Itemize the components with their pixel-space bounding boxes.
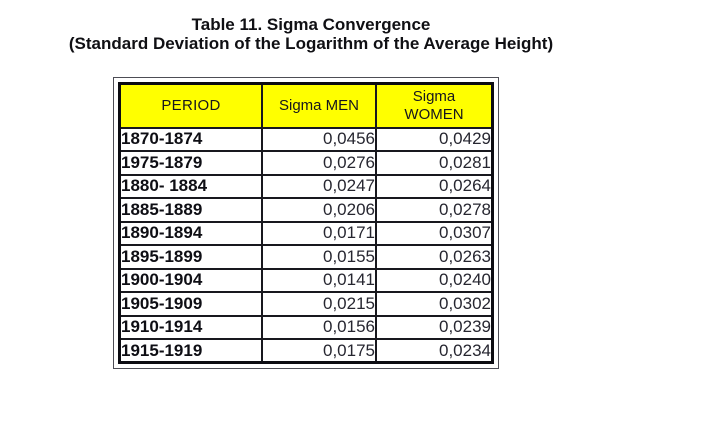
table-row: 1905-1909 0,0215 0,0302 bbox=[118, 291, 494, 317]
table-row: 1895-1899 0,0155 0,0263 bbox=[118, 244, 494, 270]
sigma-women-cell: 0,0278 bbox=[375, 197, 494, 223]
sigma-men-cell: 0,0215 bbox=[261, 291, 377, 317]
table-row: 1890-1894 0,0171 0,0307 bbox=[118, 220, 494, 246]
sigma-men-cell: 0,0206 bbox=[261, 197, 377, 223]
period-cell: 1975-1879 bbox=[118, 150, 263, 176]
period-cell: 1880- 1884 bbox=[118, 173, 263, 199]
table-row: 1915-1919 0,0175 0,0234 bbox=[118, 338, 494, 364]
sigma-women-cell: 0,0307 bbox=[375, 220, 494, 246]
sigma-women-cell: 0,0429 bbox=[375, 126, 494, 152]
table-title-line2: (Standard Deviation of the Logarithm of … bbox=[68, 34, 554, 53]
period-cell: 1895-1899 bbox=[118, 244, 263, 270]
period-cell: 1900-1904 bbox=[118, 267, 263, 293]
table-title-line1: Table 11. Sigma Convergence bbox=[191, 15, 431, 34]
sigma-men-cell: 0,0175 bbox=[261, 338, 377, 364]
column-header-sigma-women: Sigma WOMEN bbox=[375, 82, 494, 129]
sigma-men-cell: 0,0171 bbox=[261, 220, 377, 246]
sigma-men-cell: 0,0456 bbox=[261, 126, 377, 152]
period-cell: 1870-1874 bbox=[118, 126, 263, 152]
sigma-women-cell: 0,0264 bbox=[375, 173, 494, 199]
column-header-sigma-women-label: Sigma WOMEN bbox=[404, 87, 464, 123]
table-row: 1870-1874 0,0456 0,0429 bbox=[118, 126, 494, 152]
table-row: 1975-1879 0,0276 0,0281 bbox=[118, 150, 494, 176]
period-cell: 1905-1909 bbox=[118, 291, 263, 317]
sigma-women-cell: 0,0281 bbox=[375, 150, 494, 176]
sigma-men-cell: 0,0141 bbox=[261, 267, 377, 293]
sigma-men-cell: 0,0156 bbox=[261, 314, 377, 340]
period-cell: 1890-1894 bbox=[118, 220, 263, 246]
table-header-row: PERIOD Sigma MEN Sigma WOMEN bbox=[118, 82, 494, 129]
period-cell: 1885-1889 bbox=[118, 197, 263, 223]
sigma-women-cell: 0,0302 bbox=[375, 291, 494, 317]
sigma-men-cell: 0,0276 bbox=[261, 150, 377, 176]
sigma-women-cell: 0,0234 bbox=[375, 338, 494, 364]
column-header-sigma-men: Sigma MEN bbox=[261, 82, 377, 129]
period-cell: 1910-1914 bbox=[118, 314, 263, 340]
sigma-women-cell: 0,0240 bbox=[375, 267, 494, 293]
table-row: 1880- 1884 0,0247 0,0264 bbox=[118, 173, 494, 199]
table-row: 1885-1889 0,0206 0,0278 bbox=[118, 197, 494, 223]
table-row: 1910-1914 0,0156 0,0239 bbox=[118, 314, 494, 340]
table-row: 1900-1904 0,0141 0,0240 bbox=[118, 267, 494, 293]
sigma-men-cell: 0,0155 bbox=[261, 244, 377, 270]
table-outer-frame: PERIOD Sigma MEN Sigma WOMEN 1870-1874 0… bbox=[113, 77, 499, 369]
sigma-women-cell: 0,0239 bbox=[375, 314, 494, 340]
sigma-women-cell: 0,0263 bbox=[375, 244, 494, 270]
sigma-convergence-table: PERIOD Sigma MEN Sigma WOMEN 1870-1874 0… bbox=[118, 82, 494, 364]
sigma-men-cell: 0,0247 bbox=[261, 173, 377, 199]
column-header-period: PERIOD bbox=[118, 82, 263, 129]
table-title: Table 11. Sigma Convergence (Standard De… bbox=[0, 15, 622, 53]
period-cell: 1915-1919 bbox=[118, 338, 263, 364]
